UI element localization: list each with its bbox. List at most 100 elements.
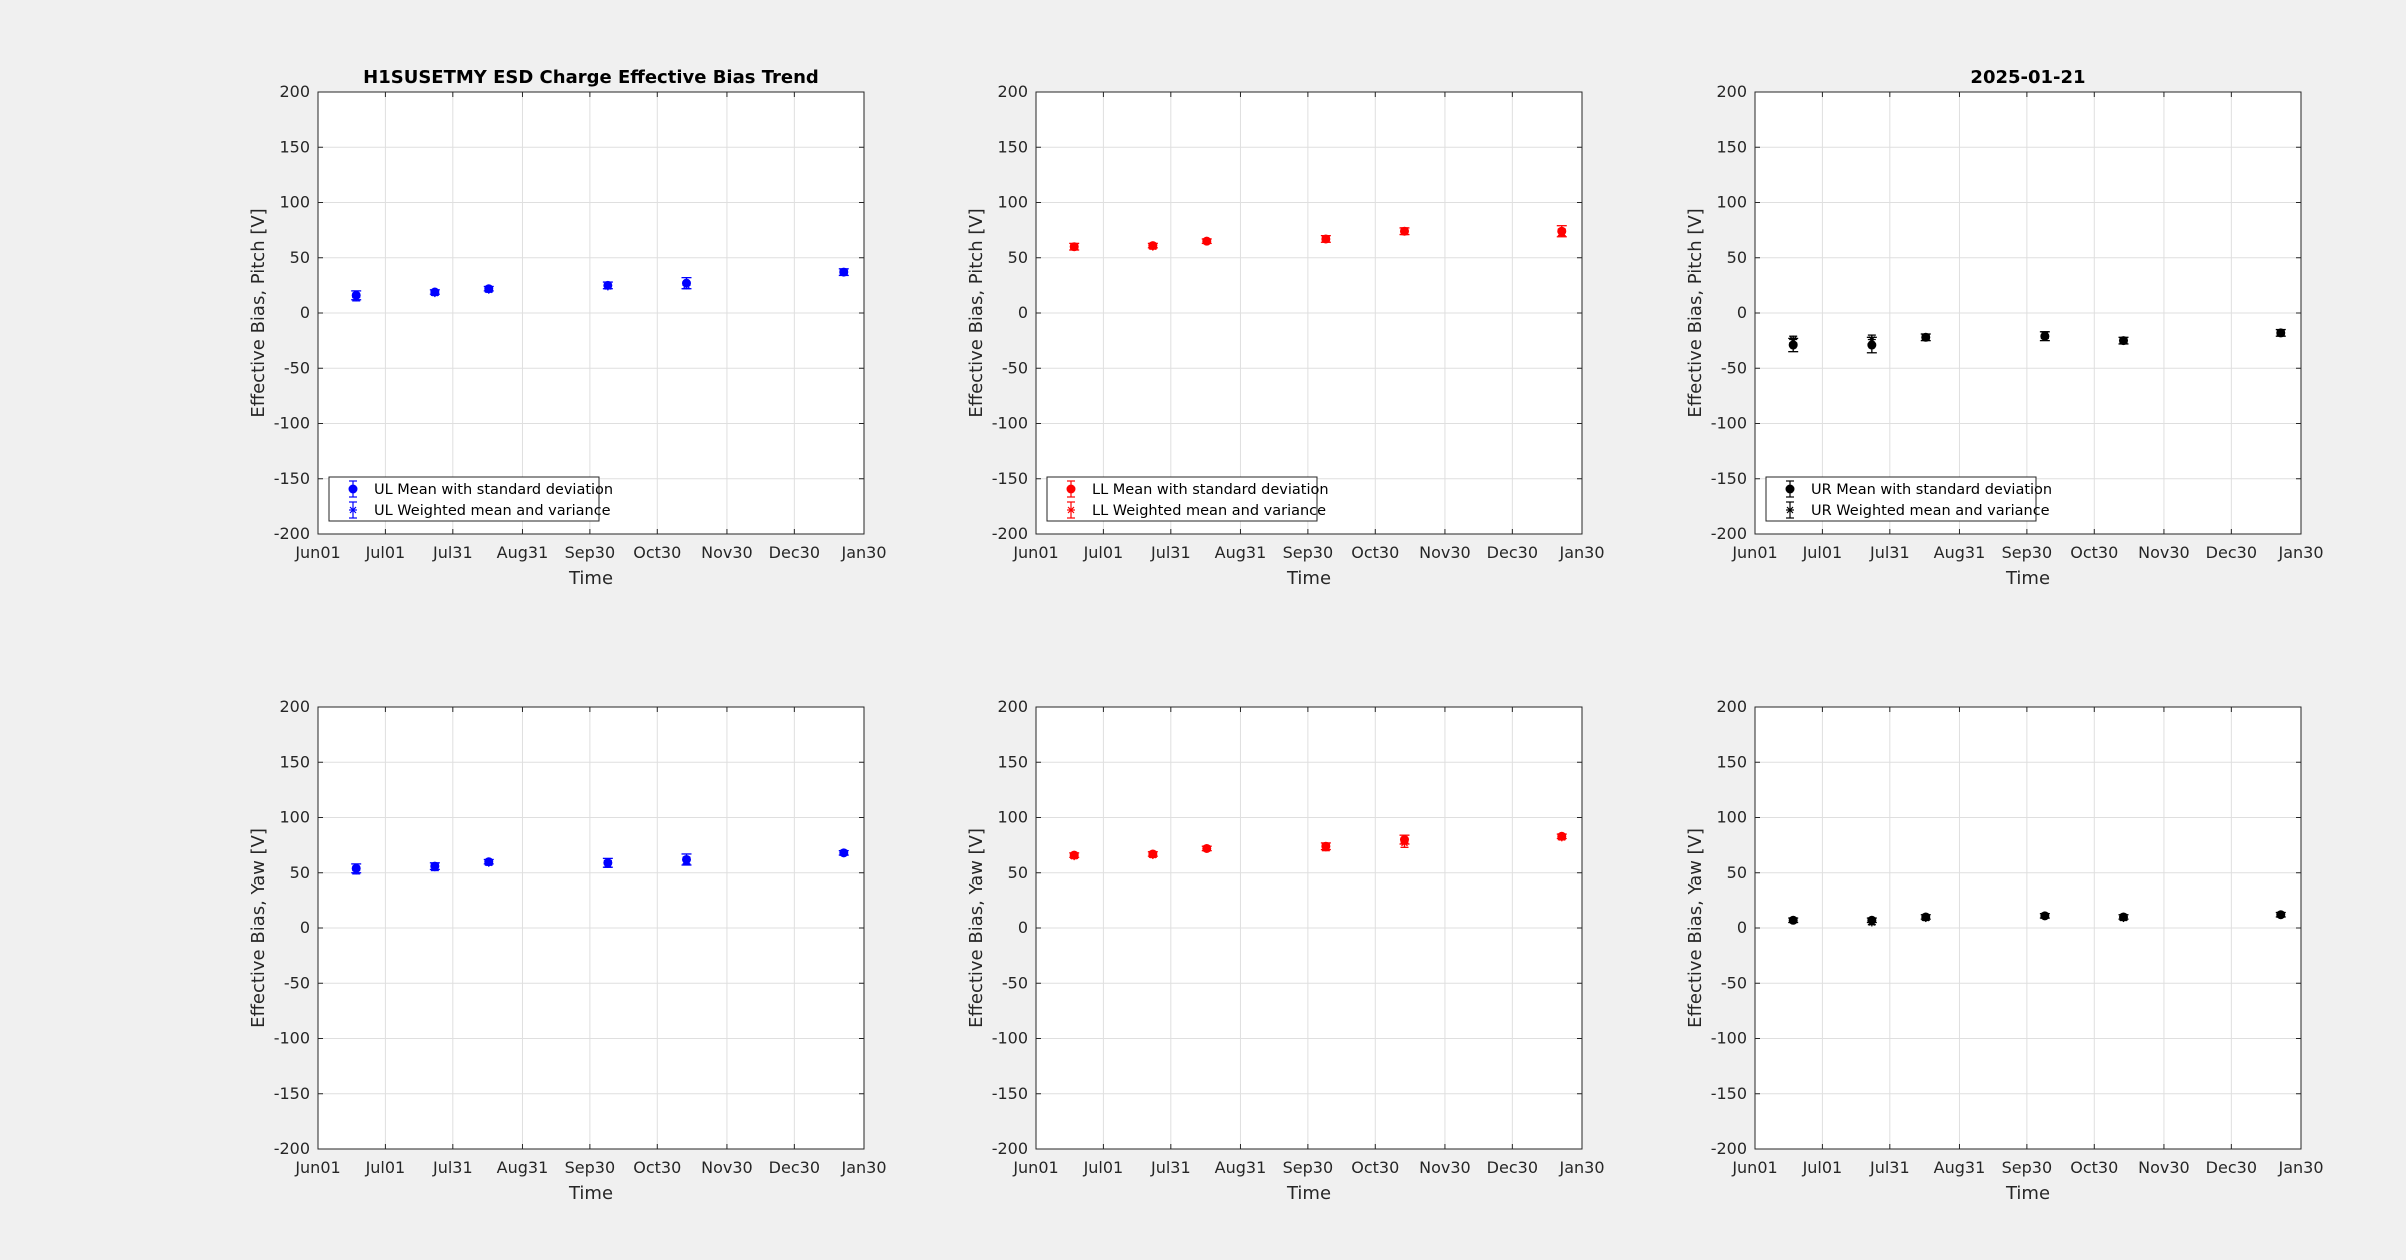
- y-axis-label: Effective Bias, Yaw [V]: [248, 828, 269, 1028]
- x-tick-label: Jun01: [1731, 1158, 1777, 1177]
- data-point-weighted: [603, 859, 612, 868]
- x-tick-label: Jan30: [1558, 1158, 1604, 1177]
- legend-dot-icon: [1785, 484, 1795, 494]
- y-tick-label: 100: [1716, 193, 1747, 212]
- legend-item: UR Weighted mean and variance: [1786, 501, 2050, 519]
- y-tick-label: -50: [284, 358, 310, 377]
- y-tick-label: -150: [1711, 1084, 1747, 1103]
- x-tick-label: Jun01: [1012, 1158, 1058, 1177]
- x-tick-label: Dec30: [1487, 1158, 1538, 1177]
- chart-panel-5: -200 -150 -100 -50 0 50 100 150 200 Jun01 Jul01 Jul…: [966, 697, 1605, 1204]
- y-tick-label: 0: [300, 303, 310, 322]
- y-tick-label: -100: [274, 1029, 310, 1048]
- data-point-weighted: [1789, 335, 1798, 344]
- data-point-weighted: [1070, 852, 1079, 861]
- x-tick-label: Jan30: [1558, 543, 1604, 562]
- legend-item: LL Mean with standard deviation: [1066, 480, 1329, 498]
- y-tick-label: 150: [279, 137, 310, 156]
- data-point-weighted: [1557, 228, 1566, 237]
- x-tick-label: Sep30: [2002, 1158, 2053, 1177]
- legend-asterisk-icon: [1786, 506, 1794, 514]
- x-tick-label: Aug31: [1934, 1158, 1986, 1177]
- data-point-weighted: [484, 858, 493, 867]
- x-axis-label: Time: [568, 1183, 613, 1204]
- legend: LL Mean with standard deviation LL Weight…: [1046, 476, 1329, 522]
- y-tick-label: -150: [274, 1084, 310, 1103]
- x-tick-label: Aug31: [497, 543, 549, 562]
- x-tick-label: Jun01: [294, 1158, 340, 1177]
- y-tick-label: -50: [284, 973, 310, 992]
- data-point-weighted: [1202, 844, 1211, 853]
- chart-panel-6: -200 -150 -100 -50 0 50 100 150 200 Jun01 Jul01 Jul…: [1685, 697, 2324, 1204]
- data-point-weighted: [839, 848, 848, 857]
- data-point-weighted: [1400, 227, 1409, 236]
- x-tick-label: Nov30: [1419, 543, 1471, 562]
- data-point-weighted: [1148, 242, 1157, 251]
- y-tick-label: -100: [992, 414, 1028, 433]
- legend-dot-icon: [348, 484, 358, 494]
- x-tick-label: Jul01: [1802, 543, 1843, 562]
- y-tick-label: -150: [1711, 469, 1747, 488]
- y-tick-label: 0: [1737, 303, 1747, 322]
- series-asterisk: [1789, 910, 2285, 927]
- x-tick-label: Nov30: [701, 543, 753, 562]
- x-tick-label: Dec30: [769, 543, 820, 562]
- data-point-weighted: [682, 281, 691, 290]
- y-tick-label: 100: [997, 808, 1028, 827]
- y-tick-label: 150: [997, 137, 1028, 156]
- y-tick-label: 200: [279, 697, 310, 716]
- x-tick-label: Oct30: [1351, 1158, 1399, 1177]
- chart-panel-1: -200 -150 -100 -50 0 50 100 150 200 Jun01 Jul01 Jul…: [248, 67, 887, 589]
- x-tick-label: Nov30: [701, 1158, 753, 1177]
- legend-dot-icon: [1066, 484, 1076, 494]
- data-point-weighted: [2040, 911, 2049, 920]
- data-point-weighted: [352, 866, 361, 875]
- y-tick-label: 0: [1737, 918, 1747, 937]
- y-tick-label: 50: [290, 863, 310, 882]
- data-point-weighted: [484, 285, 493, 294]
- data-point-weighted: [2276, 328, 2285, 337]
- y-tick-label: 200: [1716, 82, 1747, 101]
- x-tick-label: Oct30: [2070, 1158, 2118, 1177]
- x-tick-label: Nov30: [2138, 543, 2190, 562]
- legend-item: LL Weighted mean and variance: [1067, 501, 1326, 519]
- data-point-weighted: [430, 863, 439, 872]
- x-tick-label: Jun01: [1731, 543, 1777, 562]
- x-tick-label: Dec30: [769, 1158, 820, 1177]
- x-tick-label: Sep30: [1283, 543, 1334, 562]
- chart-title: H1SUSETMY ESD Charge Effective Bias Tren…: [363, 67, 819, 88]
- x-tick-label: Jan30: [2277, 543, 2323, 562]
- y-tick-label: -200: [992, 524, 1028, 543]
- y-tick-label: 100: [1716, 808, 1747, 827]
- series-asterisk: [352, 268, 848, 302]
- x-tick-label: Sep30: [2002, 543, 2053, 562]
- legend-item: UL Mean with standard deviation: [348, 480, 613, 498]
- y-tick-label: 150: [1716, 137, 1747, 156]
- data-point-weighted: [1321, 234, 1330, 243]
- data-point-weighted: [1148, 851, 1157, 860]
- data-point-weighted: [2119, 336, 2128, 345]
- y-tick-label: 50: [1727, 863, 1747, 882]
- y-tick-label: 150: [1716, 752, 1747, 771]
- series-asterisk: [1789, 328, 2285, 345]
- x-tick-label: Aug31: [1215, 543, 1267, 562]
- x-tick-label: Jul31: [1150, 543, 1191, 562]
- data-point-weighted: [1867, 918, 1876, 927]
- legend-box: [1765, 476, 2037, 522]
- x-tick-label: Sep30: [565, 1158, 616, 1177]
- y-tick-label: -50: [1721, 358, 1747, 377]
- y-tick-label: -200: [274, 524, 310, 543]
- legend-label: LL Mean with standard deviation: [1092, 482, 1329, 498]
- x-tick-label: Jan30: [840, 1158, 886, 1177]
- x-tick-label: Jul01: [365, 1158, 406, 1177]
- legend-label: UL Mean with standard deviation: [374, 482, 613, 498]
- y-tick-label: 0: [1018, 918, 1028, 937]
- legend-label: UR Weighted mean and variance: [1811, 503, 2050, 519]
- data-point-weighted: [1321, 843, 1330, 852]
- y-tick-label: 200: [997, 82, 1028, 101]
- y-tick-label: 200: [997, 697, 1028, 716]
- y-tick-label: 50: [290, 248, 310, 267]
- series-asterisk: [1070, 227, 1566, 251]
- x-tick-label: Aug31: [1934, 543, 1986, 562]
